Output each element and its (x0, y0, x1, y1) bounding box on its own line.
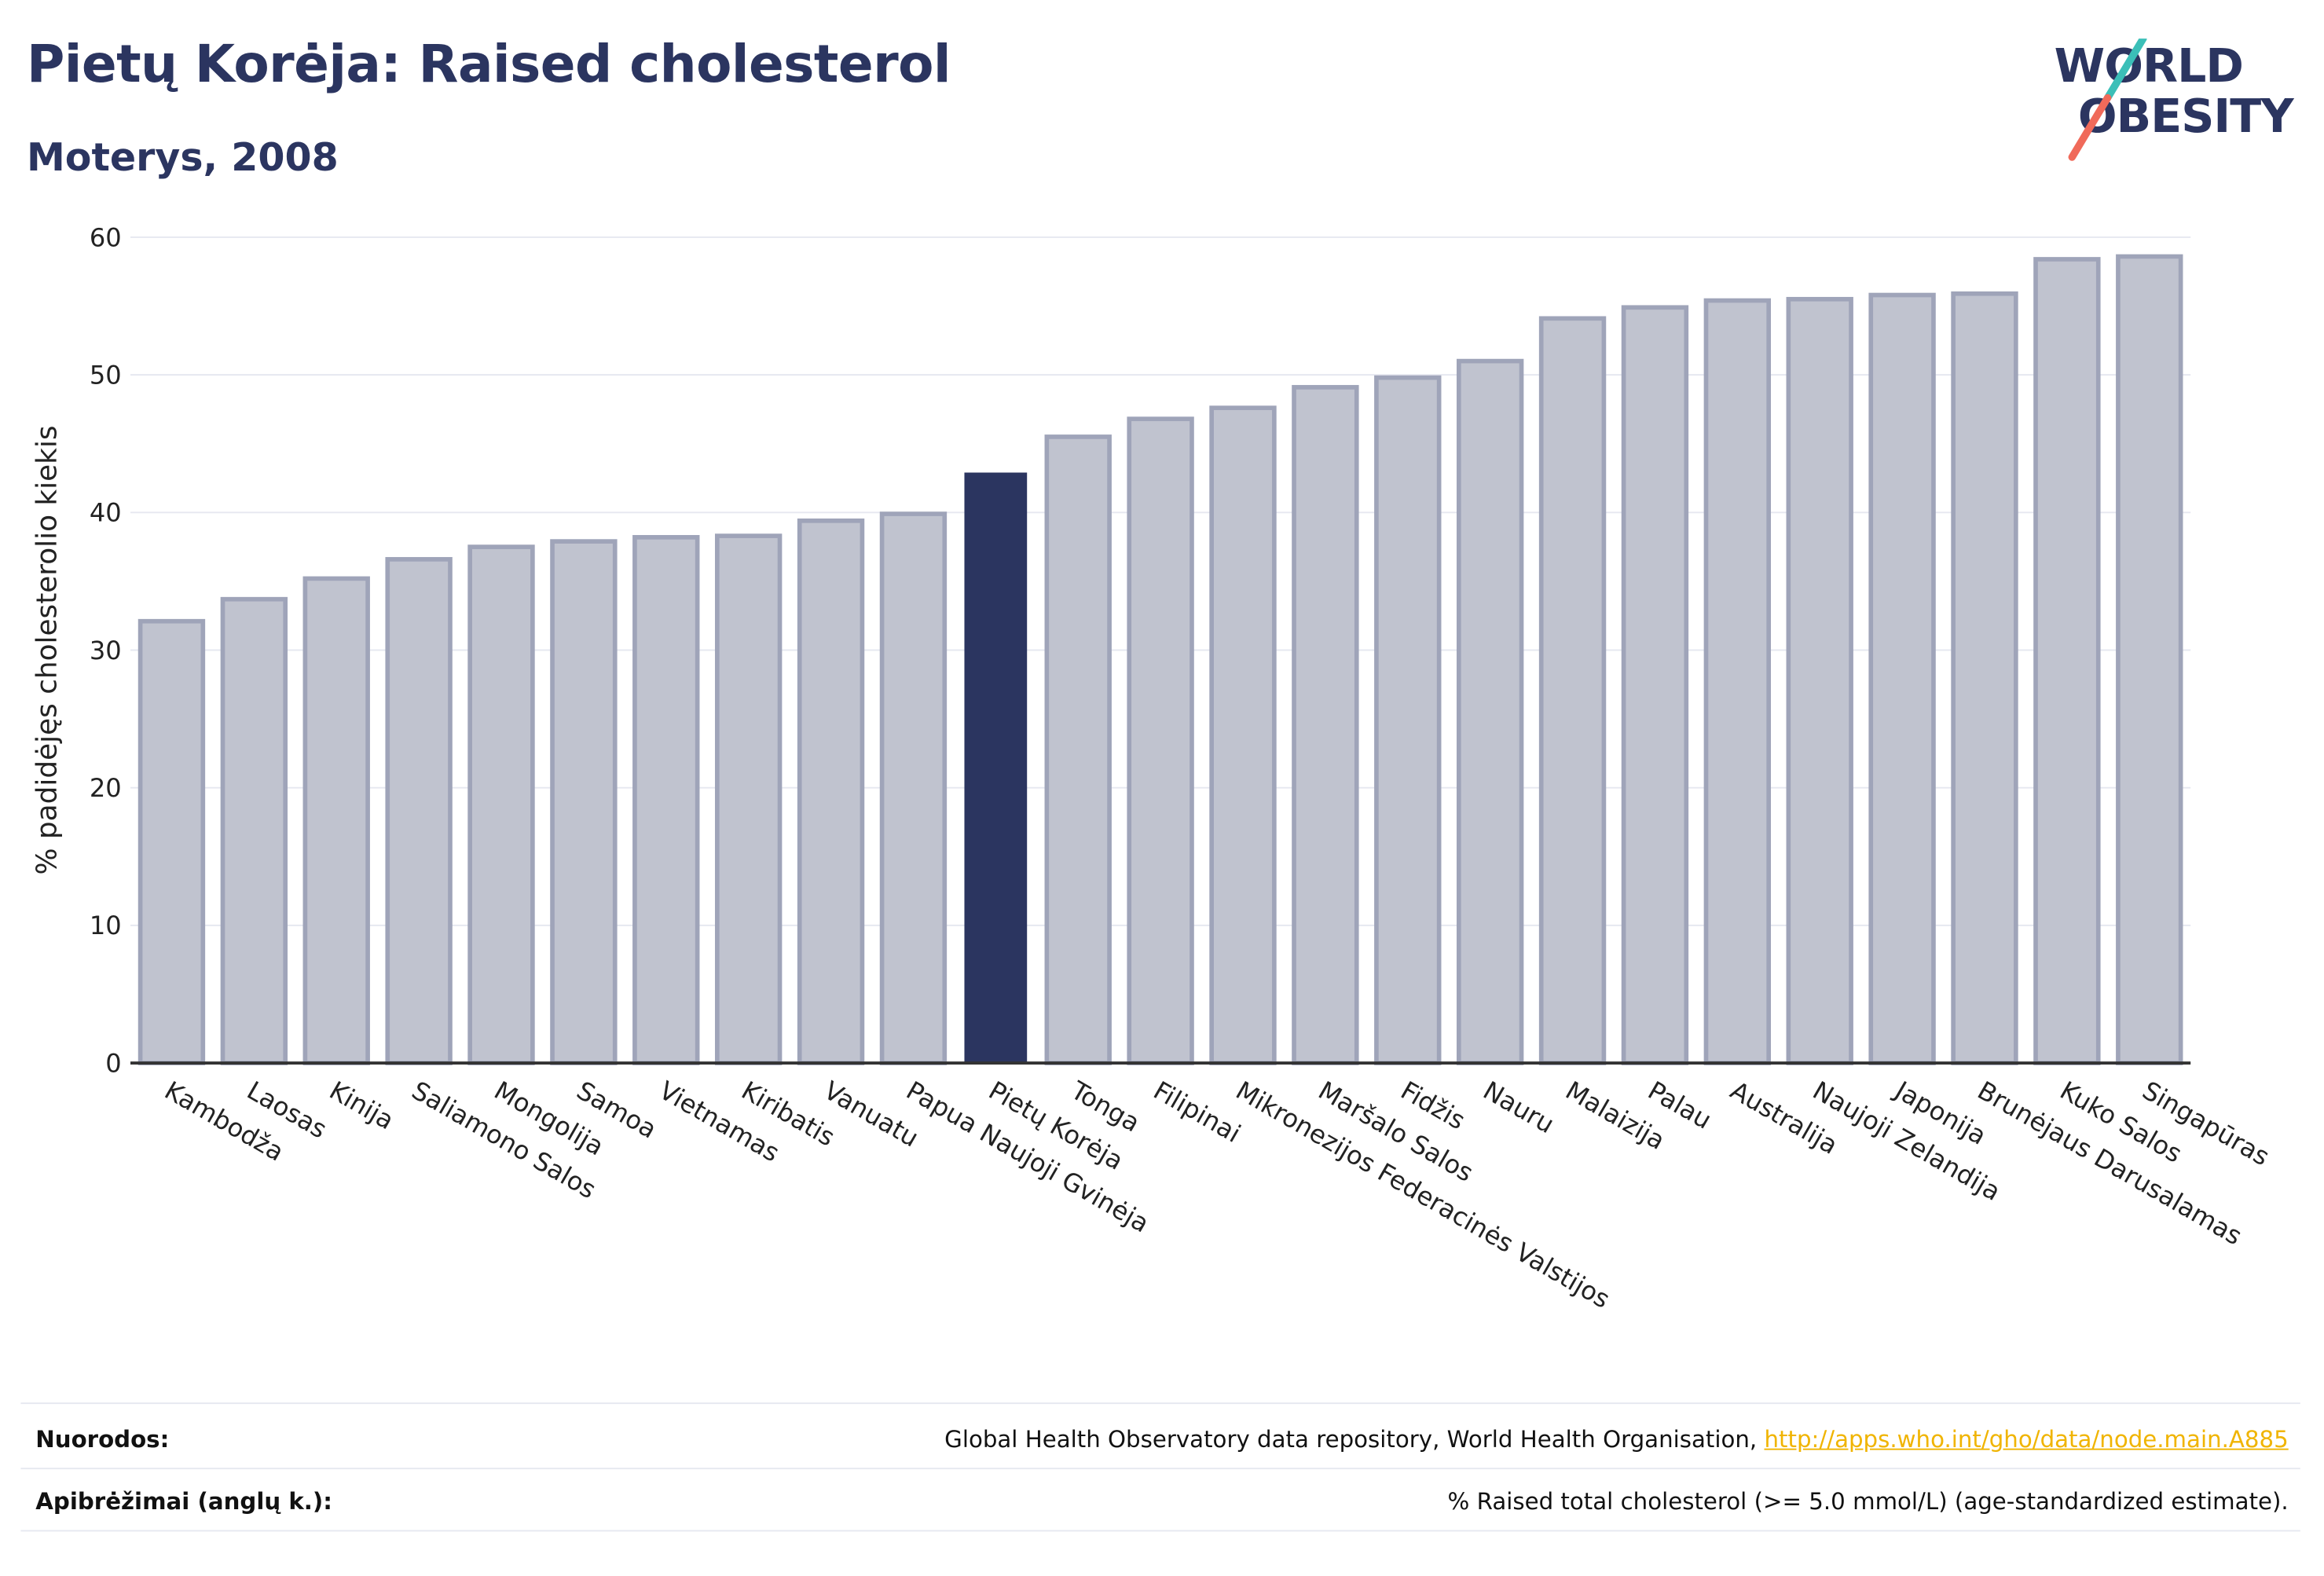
references-label: Nuorodos: (35, 1426, 170, 1453)
y-tick-label: 20 (90, 773, 122, 803)
footer-references-row: Nuorodos: Global Health Observatory data… (35, 1417, 2288, 1462)
x-tick-label: Kinija (324, 1076, 399, 1136)
bar (2116, 254, 2183, 1065)
bar (1621, 305, 1689, 1065)
bar (1209, 405, 1277, 1065)
bar (385, 557, 453, 1065)
y-tick-label: 40 (90, 498, 122, 528)
bar (797, 518, 865, 1065)
footer-divider-bottom (20, 1530, 2300, 1532)
bar (1292, 385, 1359, 1065)
definitions-label: Apibrėžimai (anglų k.): (35, 1488, 332, 1516)
bar (1868, 292, 1936, 1065)
bar (2033, 257, 2101, 1065)
bar (879, 511, 948, 1065)
chart-subtitle: Moterys, 2008 (26, 136, 339, 181)
y-tick-label: 30 (90, 636, 122, 665)
bar (1127, 416, 1194, 1065)
logo-word-world: WORLD (2054, 39, 2244, 93)
y-tick-label: 60 (90, 222, 122, 252)
references-text: Global Health Observatory data repositor… (944, 1426, 1765, 1453)
logo-slash-icon (2068, 38, 2147, 161)
x-tick-label: Nauru (1478, 1076, 1559, 1140)
definitions-value: % Raised total cholesterol (>= 5.0 mmol/… (1447, 1488, 2289, 1516)
world-obesity-logo: WORLD OBESITY (2045, 38, 2304, 172)
bar (1374, 375, 1442, 1065)
x-tick-label: Vanuatu (819, 1076, 924, 1153)
bar (1044, 434, 1112, 1065)
y-axis-ticks: 0 10 20 30 40 50 60 (90, 222, 122, 1078)
bar (1786, 296, 1853, 1065)
bar (1951, 291, 2018, 1065)
bar (1456, 358, 1524, 1065)
bar (550, 539, 618, 1065)
footer-definitions-row: Apibrėžimai (anglų k.): % Raised total c… (35, 1479, 2288, 1524)
bar (1538, 316, 1607, 1065)
bar (220, 596, 288, 1065)
bars (137, 254, 2183, 1065)
chart-title: Pietų Korėja: Raised cholesterol (26, 35, 951, 95)
logo-word-obesity: OBESITY (2077, 90, 2294, 145)
y-tick-label: 10 (90, 911, 122, 940)
y-tick-label: 50 (90, 360, 122, 390)
y-axis-label: % padidėjęs cholesterolio kiekis (31, 425, 64, 874)
x-tick-label: Filipinai (1149, 1076, 1246, 1149)
bar (137, 618, 206, 1065)
references-value: Global Health Observatory data repositor… (944, 1426, 2289, 1453)
bar (632, 535, 700, 1065)
footer-divider-top (20, 1402, 2300, 1405)
references-link[interactable]: http://apps.who.int/gho/data/node.main.A… (1764, 1426, 2289, 1453)
y-tick-label: 0 (105, 1048, 121, 1078)
bar (1703, 298, 1772, 1065)
footer-divider-middle (20, 1468, 2300, 1470)
bar-highlighted (964, 472, 1028, 1064)
bar (714, 533, 783, 1065)
bar (467, 544, 535, 1065)
bar (302, 576, 370, 1065)
